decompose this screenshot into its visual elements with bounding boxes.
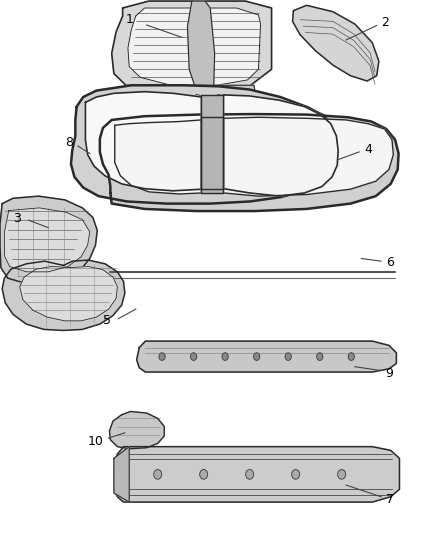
Circle shape	[338, 470, 346, 479]
Polygon shape	[0, 196, 97, 284]
Circle shape	[159, 353, 165, 360]
Polygon shape	[223, 95, 338, 196]
Text: 8: 8	[65, 136, 73, 149]
Circle shape	[348, 353, 354, 360]
Circle shape	[172, 94, 179, 103]
Polygon shape	[128, 8, 261, 86]
Polygon shape	[110, 411, 164, 449]
Polygon shape	[125, 85, 256, 112]
Circle shape	[191, 353, 197, 360]
Text: 4: 4	[364, 143, 372, 156]
Circle shape	[246, 470, 254, 479]
Polygon shape	[100, 114, 399, 211]
Polygon shape	[112, 1, 272, 102]
Circle shape	[317, 353, 323, 360]
Polygon shape	[114, 447, 129, 502]
Text: 3: 3	[13, 212, 21, 225]
Text: 6: 6	[386, 256, 394, 269]
Text: 5: 5	[103, 314, 111, 327]
Circle shape	[150, 94, 157, 103]
Polygon shape	[4, 208, 90, 272]
Circle shape	[285, 353, 291, 360]
Circle shape	[254, 353, 260, 360]
Circle shape	[215, 94, 223, 103]
Polygon shape	[187, 1, 215, 88]
Circle shape	[222, 353, 228, 360]
Polygon shape	[85, 92, 201, 191]
Polygon shape	[114, 447, 399, 502]
Polygon shape	[201, 95, 223, 189]
Polygon shape	[115, 120, 201, 194]
Text: 2: 2	[381, 16, 389, 29]
Polygon shape	[78, 134, 106, 164]
Text: 7: 7	[386, 493, 394, 506]
Polygon shape	[137, 341, 396, 372]
Polygon shape	[293, 5, 379, 81]
Polygon shape	[71, 85, 343, 204]
Text: 10: 10	[88, 435, 103, 448]
Polygon shape	[201, 117, 223, 193]
Polygon shape	[20, 266, 117, 321]
Text: 1: 1	[125, 13, 133, 26]
Polygon shape	[223, 117, 393, 196]
Text: 9: 9	[385, 367, 393, 379]
Circle shape	[292, 470, 300, 479]
Circle shape	[154, 470, 162, 479]
Circle shape	[200, 470, 208, 479]
Circle shape	[194, 94, 201, 103]
Polygon shape	[2, 260, 125, 330]
